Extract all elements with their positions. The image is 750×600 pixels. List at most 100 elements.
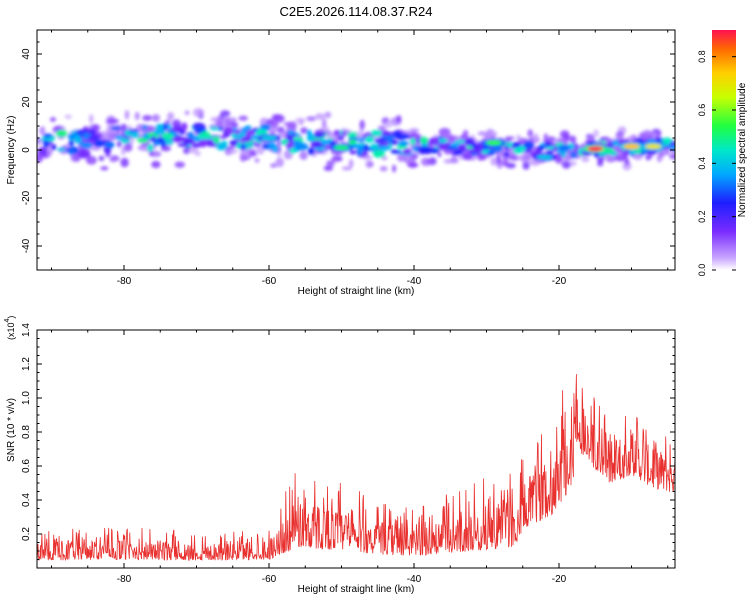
snr-xtick-label: -20 [552, 574, 567, 585]
heatmap-cell [406, 162, 419, 168]
heatmap-cell [373, 139, 384, 143]
heatmap-hotspot [645, 143, 662, 149]
heatmap-cell [220, 110, 231, 117]
heatmap-cell [438, 143, 448, 151]
heatmap-cell [363, 144, 369, 152]
heatmap-cell [124, 129, 131, 137]
snr-multiplier-exp: 4 [4, 318, 11, 322]
snr-ylabel: SNR (10 * v/v) [6, 398, 17, 462]
spectrogram-xtick-label: -60 [262, 276, 277, 287]
heatmap-cell [399, 133, 410, 139]
heatmap-cell [329, 140, 336, 146]
heatmap-cell [74, 136, 82, 144]
heatmap-cell [337, 135, 345, 141]
heatmap-cell [161, 123, 168, 131]
heatmap-cell [569, 160, 577, 167]
heatmap-cell [67, 133, 76, 140]
spectrogram-ytick-label: -40 [21, 238, 32, 253]
heatmap-cell [369, 143, 380, 150]
heatmap-hotspot [623, 143, 640, 149]
heatmap-cell [171, 136, 185, 143]
heatmap-cell [537, 145, 544, 152]
heatmap-cell [527, 129, 534, 138]
heatmap-cell [554, 153, 563, 164]
spectrogram-ytick-label: 0 [21, 147, 32, 153]
heatmap-cell [56, 129, 68, 137]
heatmap-cell [104, 141, 115, 149]
colorbar-tick-label: 0.0 [697, 264, 707, 277]
spectrogram-ylabel: Frequency (Hz) [6, 116, 17, 185]
heatmap-cell [184, 110, 190, 116]
heatmap-cell [209, 126, 220, 131]
heatmap-cell [529, 158, 541, 166]
heatmap-cell [419, 136, 429, 144]
heatmap-cell [68, 140, 75, 147]
heatmap-cell [248, 151, 258, 157]
heatmap-cell [277, 132, 289, 138]
heatmap-cell [608, 151, 618, 156]
heatmap-cell [558, 144, 571, 152]
heatmap-hotspot [587, 146, 604, 152]
heatmap-cell [321, 118, 327, 129]
heatmap-cell [523, 141, 535, 149]
heatmap-cell [141, 125, 148, 130]
heatmap-cell [306, 129, 312, 138]
heatmap-cell [323, 165, 334, 171]
heatmap-cell [561, 160, 572, 169]
heatmap-cell [464, 138, 475, 146]
heatmap-cell [341, 166, 352, 171]
heatmap-cell [395, 115, 402, 124]
snr-multiplier-base: (x10 [6, 322, 16, 340]
heatmap-cell [299, 151, 308, 160]
heatmap-cell [547, 136, 556, 142]
heatmap-cell [98, 155, 105, 161]
colorbar-tick-label: 0.8 [697, 50, 707, 63]
heatmap-cell [153, 128, 165, 135]
heatmap-cell [272, 145, 279, 153]
heatmap-cell [306, 116, 317, 122]
heatmap-cell [437, 152, 442, 158]
heatmap-cell [372, 149, 386, 158]
heatmap-cell [229, 140, 238, 146]
heatmap-cell [151, 114, 161, 122]
heatmap-cell [67, 148, 75, 155]
heatmap-cell [255, 145, 265, 155]
heatmap-cell [100, 166, 109, 171]
heatmap-cell [300, 127, 308, 134]
heatmap-cell [270, 163, 277, 168]
heatmap-cell [428, 137, 440, 144]
heatmap-cell [238, 115, 248, 121]
heatmap-cell [349, 150, 357, 155]
heatmap-cell [532, 133, 540, 144]
heatmap-cell [124, 110, 130, 120]
heatmap-cell [428, 147, 440, 154]
snr-xtick-label: -80 [117, 574, 132, 585]
heatmap-cell [116, 140, 122, 148]
spectrogram-ytick-label: 20 [21, 96, 32, 108]
snr-ytick-label: 1.0 [21, 391, 32, 405]
heatmap-cell [167, 112, 175, 121]
heatmap-cell [240, 135, 252, 143]
heatmap-cell [240, 144, 247, 151]
colorbar-axis: 0.0 0.2 0.4 0.6 0.8 [697, 50, 736, 276]
spectrogram-xtick-label: -20 [552, 276, 567, 287]
heatmap-cell [123, 142, 133, 152]
snr-ytick-label: 1.2 [21, 357, 32, 371]
heatmap-cell [511, 142, 521, 148]
heatmap-cell [224, 118, 231, 129]
heatmap-cell [402, 148, 411, 155]
heatmap-cell [507, 141, 513, 148]
heatmap-cell [237, 132, 246, 138]
heatmap-cell [573, 145, 579, 154]
heatmap-cell [341, 131, 347, 136]
heatmap-cell [365, 135, 374, 143]
heatmap-cell [520, 146, 526, 152]
heatmap-cell [454, 139, 468, 144]
snr-ytick-label: 0.6 [21, 459, 32, 473]
heatmap-cell [593, 129, 599, 138]
heatmap-cell [244, 125, 252, 130]
heatmap-cell [333, 129, 341, 136]
heatmap-cell [559, 130, 570, 139]
heatmap-cell [77, 129, 89, 134]
heatmap-cell [88, 114, 94, 124]
